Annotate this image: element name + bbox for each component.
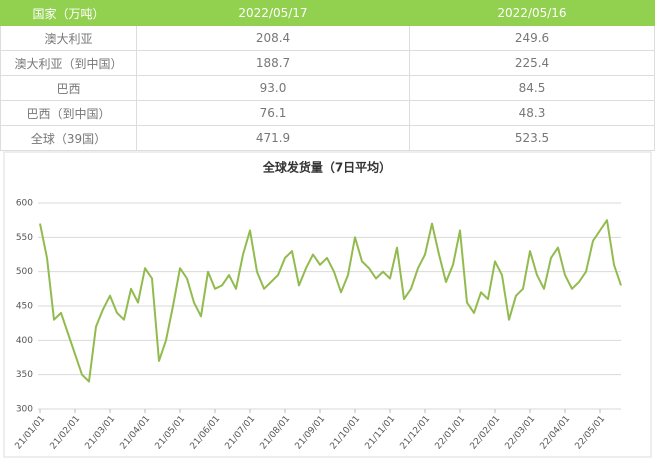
table-cell: 249.6 <box>409 25 655 51</box>
table-cell: 巴西 <box>0 75 137 101</box>
x-tick-label: 21/01/01 <box>14 414 48 451</box>
table-cell: 93.0 <box>136 75 410 101</box>
table-cell: 澳大利亚（到中国） <box>0 50 137 76</box>
table-row: 巴西 93.0 84.5 <box>0 75 655 101</box>
y-tick-label: 300 <box>16 405 33 415</box>
table-cell: 澳大利亚 <box>0 25 137 51</box>
data-line <box>39 219 622 383</box>
x-tick-label: 21/08/01 <box>259 414 293 451</box>
header-row: 国家（万吨） 2022/05/17 2022/05/16 <box>0 0 655 26</box>
chart-title: 全球发货量（7日平均） <box>262 160 391 175</box>
header-cell: 2022/05/17 <box>136 0 410 26</box>
chart: 全球发货量（7日平均） 300 350 400 450 500 550 600 21/01/0… <box>3 151 652 458</box>
y-tick-label: 500 <box>16 267 33 277</box>
y-tick-label: 600 <box>16 199 33 209</box>
table-cell: 523.5 <box>409 125 655 151</box>
x-tick-label: 21/07/01 <box>224 414 258 451</box>
table-cell: 225.4 <box>409 50 655 76</box>
data-table: 国家（万吨） 2022/05/17 2022/05/16 澳大利亚 208.4 249.6… <box>0 0 655 151</box>
y-tick-label: 450 <box>16 302 33 312</box>
header-cell: 国家（万吨） <box>0 0 137 26</box>
x-tick-label: 21/06/01 <box>189 414 223 451</box>
chart-frame <box>3 151 652 458</box>
x-tick-label: 21/03/01 <box>84 414 118 451</box>
table-cell: 84.5 <box>409 75 655 101</box>
table-row: 全球（39国） 471.9 523.5 <box>0 125 655 151</box>
x-tick-label: 21/10/01 <box>329 414 363 451</box>
table-cell: 全球（39国） <box>0 125 137 151</box>
x-tick-label: 22/04/01 <box>539 414 573 451</box>
table-cell: 188.7 <box>136 50 410 76</box>
table-row: 澳大利亚（到中国） 188.7 225.4 <box>0 50 655 76</box>
x-tick-label: 21/04/01 <box>119 414 153 451</box>
table-cell: 471.9 <box>136 125 410 151</box>
table-row: 澳大利亚 208.4 249.6 <box>0 25 655 51</box>
table-cell: 巴西（到中国） <box>0 100 137 126</box>
x-tick-label: 21/09/01 <box>294 414 328 451</box>
y-tick-label: 550 <box>16 233 33 243</box>
x-tick-label: 22/03/01 <box>504 414 538 451</box>
x-tick-label: 21/11/01 <box>364 414 398 451</box>
y-tick-label: 400 <box>16 336 33 346</box>
header-cell: 2022/05/16 <box>409 0 655 26</box>
x-tick-label: 21/02/01 <box>49 414 83 451</box>
table-cell: 48.3 <box>409 100 655 126</box>
x-tick-label: 21/12/01 <box>399 414 433 451</box>
x-tick-label: 22/05/01 <box>574 414 608 451</box>
y-tick-label: 350 <box>16 370 33 380</box>
x-tick-label: 22/01/01 <box>434 414 468 451</box>
table-row: 巴西（到中国） 76.1 48.3 <box>0 100 655 126</box>
x-tick-label: 21/05/01 <box>154 414 188 451</box>
x-tick-label: 22/02/01 <box>469 414 503 451</box>
table-cell: 76.1 <box>136 100 410 126</box>
table-cell: 208.4 <box>136 25 410 51</box>
